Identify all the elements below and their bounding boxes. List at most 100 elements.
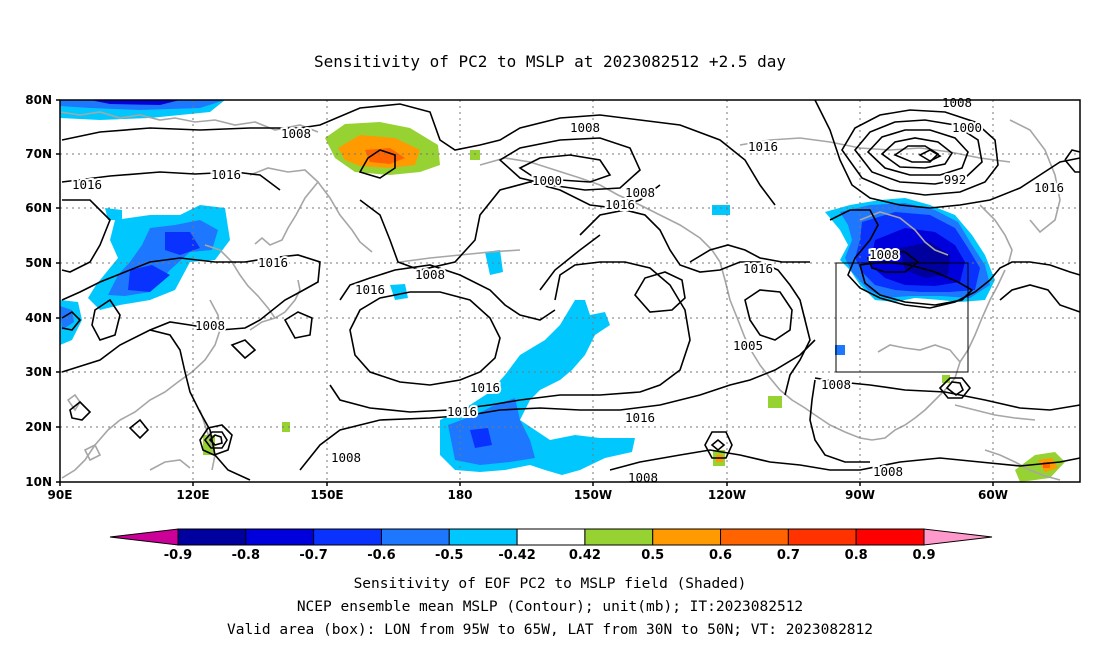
contour-label: 1016	[748, 139, 778, 154]
isobar	[609, 449, 1081, 471]
lat-label: 70N	[25, 147, 52, 161]
isobar	[634, 271, 686, 313]
coastline-caribbean	[954, 404, 1036, 421]
contour-label: 1008	[821, 377, 851, 392]
colorbar-label: -0.6	[367, 548, 395, 563]
isobar	[339, 264, 556, 321]
contour-label: 1016	[605, 197, 635, 212]
isobar	[579, 209, 811, 396]
contour-label: 1016	[743, 261, 773, 276]
lon-label: 60W	[978, 488, 1008, 502]
colorbar-swatch	[787, 528, 857, 546]
shade-negative	[90, 100, 180, 105]
shade-positive	[470, 150, 480, 160]
colorbar-swatch	[923, 528, 993, 546]
isobar	[69, 400, 92, 421]
isobar	[299, 339, 816, 471]
map-title: Sensitivity of PC2 to MSLP at 2023082512…	[314, 52, 786, 71]
contour-label: 1008	[625, 185, 655, 200]
contour-label: 1008	[869, 247, 899, 262]
coastline-asia	[204, 244, 276, 319]
lon-label: 180	[447, 488, 472, 502]
isobar	[61, 254, 321, 331]
contour-label: 1016	[72, 177, 102, 192]
shade-negative	[835, 345, 845, 355]
lon-label: 150W	[574, 488, 612, 502]
axis-ticks	[56, 99, 994, 486]
isobar	[938, 377, 972, 399]
isobar	[853, 119, 983, 185]
isobar	[880, 137, 954, 169]
map-area: 1008101610161016100810081000100810161008…	[59, 93, 1081, 487]
isobar	[689, 244, 810, 263]
isobar	[814, 377, 1081, 411]
caption-line: Valid area (box): LON from 95W to 65W, L…	[227, 622, 873, 638]
lat-axis-labels: 80N 70N 60N 50N 40N 30N 20N 10N	[25, 93, 52, 489]
coastline-gulf	[877, 344, 961, 426]
contour-label: 1008	[942, 95, 972, 110]
coastline-labrador	[979, 204, 1013, 266]
colorbar-swatch	[109, 528, 179, 546]
isobar	[61, 329, 251, 481]
lat-label: 50N	[25, 256, 52, 270]
colorbar-swatch	[448, 528, 518, 546]
contour-label: 1008	[873, 464, 903, 479]
isobar	[918, 149, 942, 162]
mslp-contours	[61, 99, 1081, 481]
colorbar-label: -0.9	[164, 548, 192, 563]
isobar	[358, 149, 396, 179]
coastline-japan	[249, 279, 301, 331]
colorbar: -0.9 -0.8 -0.7 -0.6 -0.5 -0.42 0.42 0.5 0.6 0.7 0.…	[109, 528, 993, 563]
shade-negative	[128, 265, 170, 292]
shade-positive	[282, 422, 290, 432]
shade-negative	[105, 208, 122, 220]
shade-positive	[768, 396, 782, 408]
contour-label: 1016	[258, 255, 288, 270]
colorbar-label: 0.6	[709, 548, 732, 563]
isobar	[814, 99, 1081, 209]
shade-negative	[60, 100, 225, 110]
isobar	[61, 103, 776, 206]
coastline-na-west	[719, 261, 816, 416]
colorbar-swatch	[855, 528, 925, 546]
valid-area-box	[835, 262, 969, 373]
contour-label: 1008	[570, 120, 600, 135]
shading-layer	[60, 100, 1065, 482]
shade-negative	[390, 284, 408, 300]
isobar	[283, 311, 313, 339]
contour-label: 1008	[415, 267, 445, 282]
isobar	[208, 434, 223, 446]
lat-label: 80N	[25, 93, 52, 107]
shade-negative	[165, 232, 200, 255]
colorbar-label: 0.9	[912, 548, 935, 563]
colorbar-label: 0.5	[641, 548, 664, 563]
contour-label: 992	[944, 172, 967, 187]
lat-label: 30N	[25, 365, 52, 379]
isobar	[539, 234, 601, 291]
shade-positive	[1015, 452, 1065, 482]
lon-label: 90W	[845, 488, 875, 502]
lat-label: 10N	[25, 475, 52, 489]
lon-label: 150E	[310, 488, 343, 502]
contour-label: 1008	[195, 318, 225, 333]
contour-label: 1000	[952, 120, 982, 135]
contour-label: 1016	[470, 380, 500, 395]
colorbar-swatch	[380, 528, 450, 546]
lat-label: 60N	[25, 201, 52, 215]
isobar	[61, 171, 281, 191]
contour-label: 1016	[211, 167, 241, 182]
colorbar-swatch	[313, 528, 382, 546]
isobar	[744, 289, 793, 341]
coastline-canada-north	[739, 137, 1011, 163]
colorbar-label: -0.8	[232, 548, 260, 563]
caption-line: NCEP ensemble mean MSLP (Contour); unit(…	[297, 599, 803, 615]
isobar	[710, 438, 726, 452]
shade-negative	[470, 428, 492, 448]
colorbar-label: 0.42	[569, 548, 601, 563]
coastline-greenland	[1009, 119, 1061, 234]
contour-label: 1016	[625, 410, 655, 425]
isobar	[518, 154, 612, 183]
colorbar-label: -0.7	[299, 548, 327, 563]
isobar	[704, 431, 733, 459]
